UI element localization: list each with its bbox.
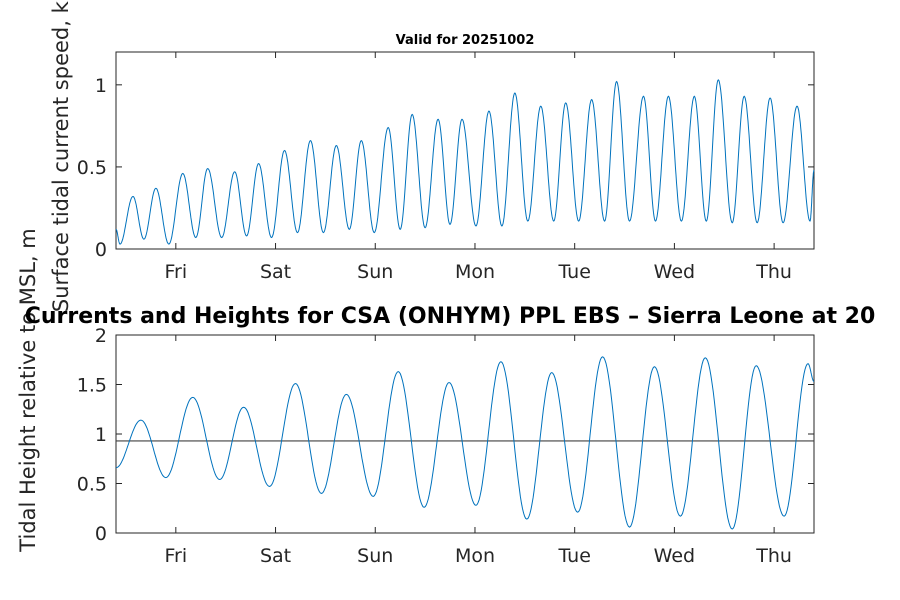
- height-y-tick-label: 2: [95, 325, 107, 347]
- current-chart-title: Valid for 20251002: [396, 33, 535, 48]
- current-y-tick-label: 0.5: [77, 157, 107, 179]
- current-x-tick-label: Tue: [557, 261, 590, 283]
- height-x-tick-label: Mon: [455, 545, 495, 567]
- height-x-tick-label: Wed: [654, 545, 695, 567]
- figure-main-title: Currents and Heights for CSA (ONHYM) PPL…: [25, 304, 876, 329]
- current-x-tick-label: Fri: [165, 261, 188, 283]
- height-x-axis: Fri Sat Sun Mon Tue Wed Thu: [165, 335, 792, 567]
- current-x-tick-label: Thu: [755, 261, 792, 283]
- height-y-tick-label: 0: [95, 523, 107, 545]
- height-y-tick-label: 1: [95, 424, 107, 446]
- current-x-tick-label: Sun: [357, 261, 393, 283]
- height-x-tick-label: Sun: [357, 545, 393, 567]
- height-y-tick-label: 0.5: [77, 474, 107, 496]
- height-y-axis: 0 0.5 1 1.5 2: [77, 325, 814, 545]
- current-y-tick-label: 1: [95, 75, 107, 97]
- current-x-tick-label: Sat: [260, 261, 291, 283]
- current-x-tick-label: Mon: [455, 261, 495, 283]
- current-y-axis: 00.51: [77, 75, 814, 261]
- height-x-tick-label: Sat: [260, 545, 291, 567]
- height-x-tick-label: Tue: [557, 545, 590, 567]
- current-y-tick-label: 0: [95, 239, 107, 261]
- tidal-height-chart: 0 0.5 1 1.5 2 Fri Sat Sun Mon Tue Wed Thu Tidal He…: [16, 228, 815, 567]
- tidal-height-series-line: [115, 356, 815, 530]
- height-y-tick-label: 1.5: [77, 375, 107, 397]
- current-speed-chart: Valid for 20251002 00.51 Fri Sat Sun Mon Tue…: [49, 0, 815, 312]
- current-x-axis: Fri Sat Sun Mon Tue Wed Thu: [165, 52, 792, 283]
- current-y-axis-label: Surface tidal current speed, kn: [49, 0, 73, 312]
- height-y-axis-label: Tidal Height relative to MSL, m: [16, 228, 40, 552]
- current-x-tick-label: Wed: [654, 261, 695, 283]
- height-x-tick-label: Fri: [165, 545, 188, 567]
- current-speed-series-line: [115, 79, 815, 245]
- height-plot-area: [115, 334, 815, 534]
- current-plot-area: [115, 51, 815, 250]
- height-x-tick-label: Thu: [755, 545, 792, 567]
